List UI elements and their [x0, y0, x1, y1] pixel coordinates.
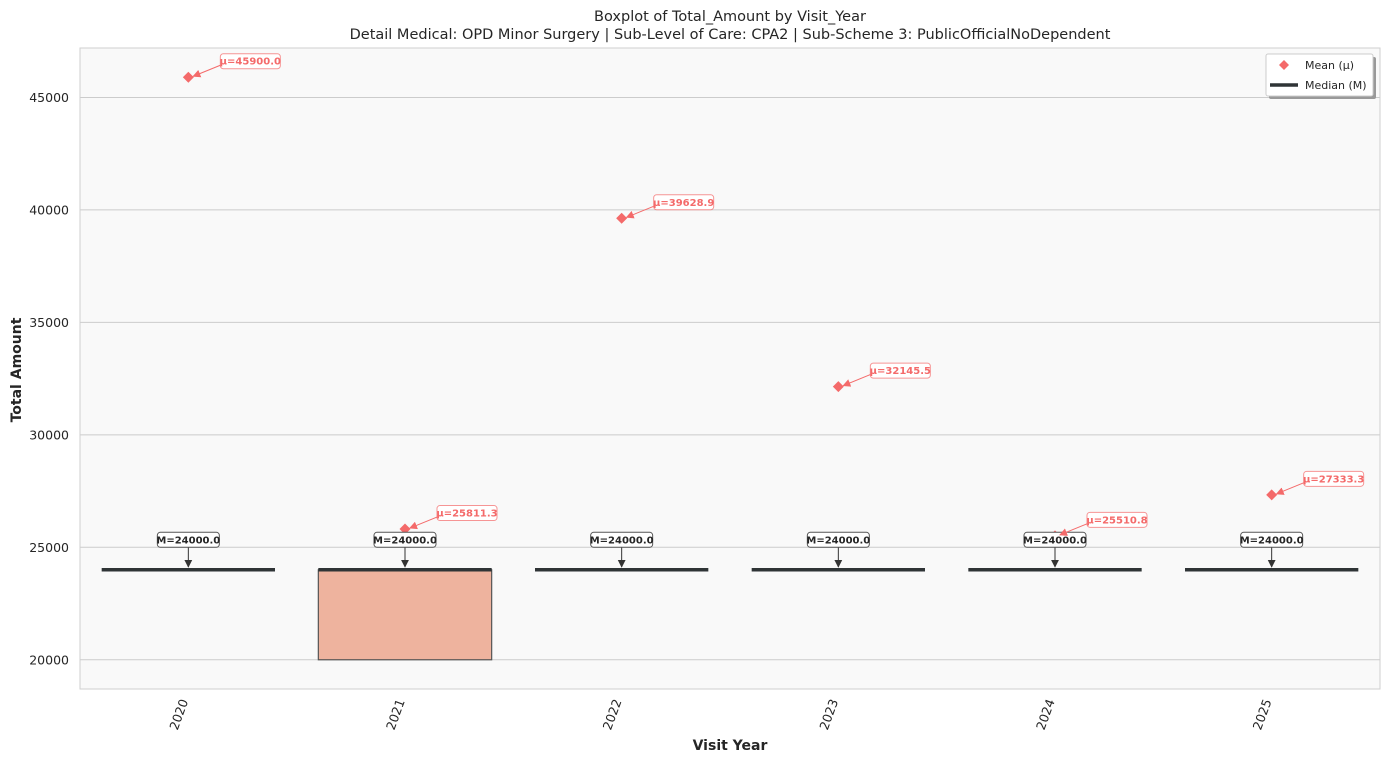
median-label-2023: M=24000.0 [806, 535, 870, 546]
median-label-2022: M=24000.0 [590, 535, 654, 546]
y-tick-label-35000: 35000 [29, 315, 69, 330]
mean-label-2021: μ=25811.3 [436, 509, 497, 520]
mean-marker-2023 [832, 381, 844, 393]
median-label-box-2021 [373, 531, 437, 548]
legend: Mean (μ) Median (M) [1265, 53, 1376, 99]
mean-arrow-2020 [192, 64, 221, 78]
boxes [317, 569, 493, 661]
mean-label-2020: μ=45900.0 [220, 57, 281, 68]
mean-label-2022: μ=39628.9 [653, 198, 714, 209]
y-tick-label-20000: 20000 [29, 652, 69, 667]
mean-arrow-2022 [625, 205, 654, 219]
x-tick-label-2023: 2023 [816, 697, 841, 732]
median-label-2021: M=24000.0 [373, 535, 437, 546]
mean-marker-2025 [1266, 489, 1278, 501]
chart-subtitle: Detail Medical: OPD Minor Surgery | Sub-… [350, 27, 1111, 43]
median-label-box-2024 [1023, 531, 1087, 548]
chart-title: Boxplot of Total_Amount by Visit_Year [594, 9, 866, 25]
mean-label-2023: μ=32145.5 [870, 366, 931, 377]
median-label-box-2022 [590, 531, 654, 548]
x-tick-label-2021: 2021 [383, 697, 408, 732]
y-tick-label-25000: 25000 [29, 540, 69, 555]
y-tick-label-45000: 45000 [29, 90, 69, 105]
x-tick-label-2025: 2025 [1250, 697, 1275, 732]
x-tick-label-2024: 2024 [1033, 697, 1058, 732]
legend-label-1: Median (M) [1305, 79, 1367, 92]
mean-label-2024: μ=25510.8 [1086, 515, 1147, 526]
x-axis-ticks: 2020 2021 2022 2023 2024 2025 [166, 697, 1274, 732]
mean-arrow-2025 [1275, 482, 1304, 495]
mean-marker-2022 [616, 212, 628, 224]
median-label-2025: M=24000.0 [1240, 535, 1304, 546]
mean-label-box-2020 [219, 53, 281, 70]
median-label-box-2023 [806, 531, 870, 548]
grid-lines [80, 96, 1380, 661]
mean-label-2025: μ=27333.3 [1303, 474, 1364, 485]
mean-label-box-2022 [653, 194, 715, 211]
y-tick-label-30000: 30000 [29, 427, 69, 442]
y-axis-ticks: 20000 25000 30000 35000 40000 45000 [29, 90, 69, 667]
plot-frame [79, 47, 1381, 690]
mean-label-box-2023 [869, 362, 931, 379]
median-label-box-2025 [1240, 531, 1304, 548]
box-2021 [317, 569, 493, 661]
mean-arrow-2023 [842, 374, 871, 387]
y-axis-label: Total Amount [9, 317, 25, 422]
mean-label-box-2025 [1303, 470, 1365, 487]
legend-label-0: Mean (μ) [1305, 59, 1354, 72]
mean-arrow-2024 [1059, 523, 1088, 536]
median-label-2020: M=24000.0 [156, 535, 220, 546]
mean-label-box-2024 [1086, 511, 1148, 528]
median-label-2024: M=24000.0 [1023, 535, 1087, 546]
x-tick-label-2022: 2022 [600, 697, 625, 732]
legend-mean-icon [1279, 60, 1289, 70]
mean-marker-2020 [182, 71, 194, 83]
plot-area [80, 48, 1380, 689]
x-tick-label-2020: 2020 [166, 697, 191, 732]
mean-label-box-2021 [436, 505, 498, 522]
mean-arrow-2021 [409, 516, 438, 530]
median-label-box-2020 [156, 531, 220, 548]
annotations: M=24000.0 μ=45900.0 M=24000.0 μ=25811.3 M=24… [156, 53, 1365, 568]
x-axis-label: Visit Year [693, 738, 768, 754]
y-tick-label-40000: 40000 [29, 202, 69, 217]
